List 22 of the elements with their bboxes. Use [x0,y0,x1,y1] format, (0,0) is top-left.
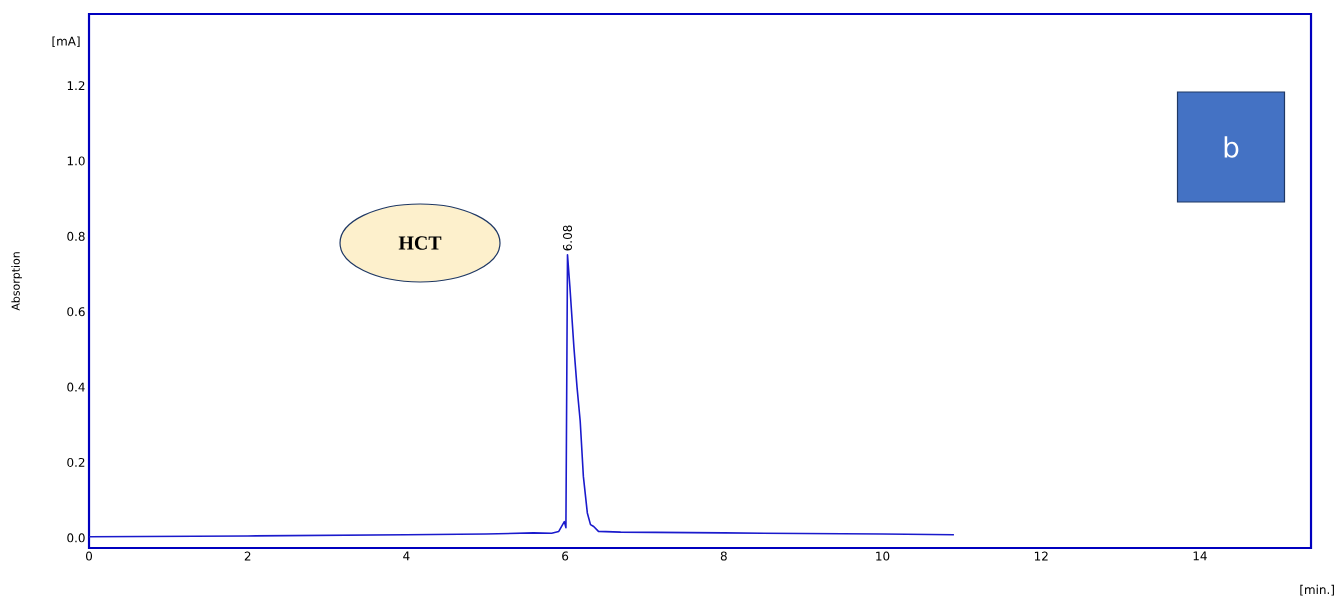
x-tick-label: 6 [562,551,569,561]
x-tick-label: 0 [85,551,93,561]
text: [mA] [52,36,80,48]
x-tick-label: 8 [720,551,727,561]
x-tick-label: 12 [1034,551,1048,561]
y-tick-label: 1.2 [67,81,85,91]
y-tick-label: 0.8 [67,231,85,241]
y-axis-title: Absorption [11,252,22,311]
x-tick-label: 10 [876,551,890,561]
annotation: b [1224,136,1239,158]
y-tick-label: 0.0 [67,533,85,543]
annotation: HCT [398,236,442,250]
line-series [88,253,955,538]
x-tick-label: 2 [244,551,251,561]
y-tick-label: 0.6 [67,307,85,317]
x-tick-label: 14 [1193,551,1207,561]
x-tick-label: 4 [403,551,410,561]
y-tick-label: 1.0 [67,156,85,166]
text: [min.] [1300,584,1334,596]
y-tick-label: 0.2 [67,457,85,467]
y-tick-label: 0.4 [67,382,85,392]
annotation: 6.08 [562,225,573,251]
